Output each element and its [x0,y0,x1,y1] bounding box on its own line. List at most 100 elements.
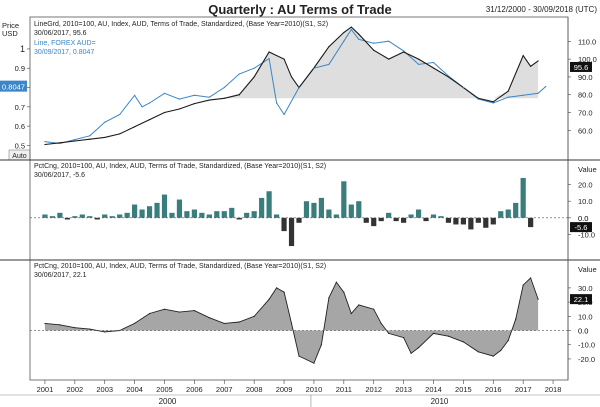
year-tick-label: 2010 [306,385,323,394]
pct-bar [236,217,242,220]
fx-point [373,42,375,44]
pct-bar [109,216,115,218]
tot-point [104,136,106,139]
pct-bar [288,217,295,247]
pct-tick-label: 20.0 [578,181,593,190]
fx-point [358,38,360,40]
fx-point [507,96,509,98]
yoy-point [380,322,382,325]
yoy-point [238,321,240,323]
fx-point [544,86,547,88]
pct-bar [513,202,519,218]
pct-bar [266,191,272,218]
tot-point [417,58,420,60]
pct-bar [333,214,339,218]
yoy-point [447,335,450,337]
fx-point [403,50,405,52]
currency-axis-label: USD [2,29,18,38]
fx-point [283,113,285,116]
yoy-area [44,277,539,364]
pct-last-badge [570,222,592,233]
fx-point [104,121,106,123]
fx-point [492,102,494,104]
pct-bar [475,217,481,223]
tot-point [44,143,46,146]
yoy-point [343,291,345,293]
left-tick-label: 0.5 [15,141,25,150]
fx-point [268,57,270,60]
yoy-point [530,277,532,279]
auto-scale-button[interactable]: Auto [8,149,31,161]
yoy-point [507,339,509,342]
pct-bar [79,214,85,218]
fx-point [477,98,479,100]
fx-point [44,140,46,143]
yoy-legend-name: PctCng, 2010=100, AU, Index, AUD, Terms … [34,263,326,270]
tot-point [447,76,450,78]
yoy-point [44,322,46,325]
yoy-tick-label: -20.0 [578,355,595,364]
tot-point [268,51,270,53]
pct-bar [498,211,504,218]
year-tick-label: 2013 [395,385,412,394]
yoy-last-badge-label: 22.1 [574,295,589,304]
year-tick-label: 2005 [156,385,173,394]
pct-bar [184,211,190,218]
right-tick-label: 60.0 [578,126,593,135]
pct-legend-name: PctCng, 2010=100, AU, Index, AUD, Terms … [34,163,326,170]
tot-point [432,67,435,69]
yoy-point [388,332,390,334]
legend-fx-last: 30/09/2017, 0.8047 [34,49,94,56]
yoy-axis-title: Value [578,265,597,274]
pct-bar [87,216,93,218]
right-tick-label: 110.0 [578,37,596,46]
pct-bar [296,217,302,223]
pct-axis-title: Value [578,165,597,174]
fx-point [253,67,255,69]
fx-point [522,94,524,96]
tot-point [74,140,76,142]
pct-bar [348,204,354,218]
pct-bar [393,217,399,222]
yoy-point [537,298,539,300]
yoy-point [148,312,151,315]
yoy-last-badge [570,294,592,305]
tot-last-badge [570,61,592,72]
tot-point [148,119,151,121]
yoy-point [134,322,136,325]
pct-bar [408,214,414,218]
tot-point [507,90,509,92]
tot-point [89,138,91,140]
pct-bar [102,214,108,218]
pct-bar [505,209,511,218]
pct-bar [520,177,526,218]
pct-bar [311,202,317,218]
pct-bar [117,214,123,218]
pct-bar [214,211,220,218]
pct-bar [438,216,444,218]
tot-point [530,65,532,67]
tot-point [388,58,390,60]
yoy-point [350,312,352,315]
year-tick-label: 2008 [246,385,263,394]
tot-point [343,31,345,34]
fx-point [432,61,435,64]
pct-bar [154,202,160,218]
pct-bar [386,212,392,218]
fx-point [178,98,181,100]
tot-point [178,108,181,110]
legend-tot-name: LineGrd, 2010=100, AU, Index, AUD, Terms… [34,21,328,28]
pct-bar [229,207,235,218]
yoy-point [328,297,330,299]
fx-point [343,40,345,42]
fx-point [193,94,195,96]
pct-bar [401,217,407,223]
pct-bar [281,217,287,232]
tot-point [134,126,136,128]
right-tick-label: 70.0 [578,109,593,118]
chart-title: Quarterly : AU Terms of Trade [208,2,392,17]
yoy-point [290,322,293,325]
pct-bar [169,212,175,218]
year-tick-label: 2012 [365,385,382,394]
fx-point [313,67,315,69]
